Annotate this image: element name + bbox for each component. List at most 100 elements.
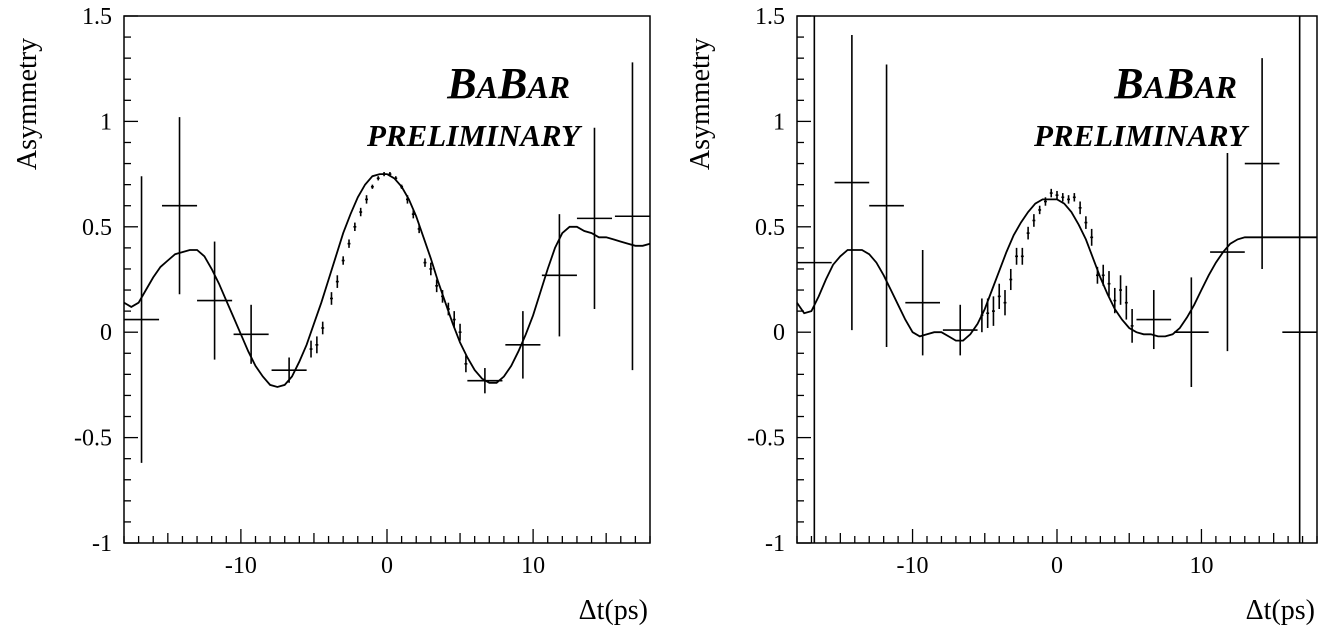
data-point	[365, 195, 369, 204]
x-axis-label: Δt(ps)	[579, 595, 648, 626]
data-point	[341, 256, 345, 265]
data-point	[124, 176, 160, 463]
y-tick-label: -1	[92, 531, 112, 557]
data-point	[1078, 201, 1082, 215]
data-point	[1015, 247, 1018, 265]
data-point	[1119, 275, 1122, 305]
data-point	[271, 357, 307, 383]
data-point	[1072, 193, 1076, 202]
data-point	[464, 355, 468, 373]
data-point	[1049, 188, 1053, 198]
data-point	[309, 340, 313, 358]
data-point	[423, 258, 427, 267]
babar-logo-text: BABAR	[1113, 59, 1237, 108]
brand-small: AR	[1192, 69, 1237, 105]
data-point	[446, 302, 450, 316]
plot-frame	[796, 15, 1318, 544]
data-point	[614, 62, 650, 371]
data-point	[997, 283, 1001, 310]
preliminary-label: PRELIMINARY	[366, 118, 583, 153]
brand-cap: B	[497, 59, 527, 108]
data-point	[370, 184, 374, 189]
data-point	[1124, 285, 1128, 320]
data-point	[435, 279, 439, 293]
data-point	[834, 34, 870, 331]
data-point	[1009, 268, 1013, 291]
brand-cap: B	[1164, 59, 1194, 108]
data-point	[400, 184, 404, 189]
data-point	[1038, 205, 1042, 215]
data-point	[441, 290, 444, 303]
data-point	[1096, 266, 1099, 284]
data-point	[1282, 16, 1317, 543]
data-point	[405, 195, 409, 204]
y-tick-labels: -1 -0.5 0 0.5 1 1.5	[74, 4, 112, 557]
data-point	[417, 224, 421, 234]
y-tick-label: 1	[773, 109, 785, 135]
data-point	[353, 222, 357, 232]
x-tick-label: 10	[521, 553, 545, 579]
x-axis-label: Δt(ps)	[1246, 595, 1315, 626]
data-point	[1061, 193, 1065, 202]
data-point	[905, 249, 940, 356]
data-point	[869, 64, 904, 347]
chart-panel-left: -1 -0.5 0 0.5 1 1.5 -10 0 10 Asymmetry Δt(ps) B…	[12, 4, 651, 626]
data-point	[505, 311, 541, 379]
data-point	[467, 368, 503, 394]
data-point	[1067, 195, 1070, 204]
data-point	[197, 241, 233, 360]
data-point	[1084, 216, 1088, 229]
data-point	[1210, 153, 1245, 352]
brand-small: AR	[525, 69, 570, 105]
data-point	[335, 275, 339, 288]
data-point	[992, 296, 995, 326]
data-point	[458, 323, 462, 341]
y-tick-label: -0.5	[74, 426, 112, 452]
y-axis-label: Asymmetry	[12, 38, 43, 170]
x-tick-label: 0	[381, 553, 393, 579]
x-tick-label: 10	[1189, 553, 1213, 579]
data-point	[541, 214, 577, 337]
data-point	[382, 171, 386, 177]
data-point	[1174, 277, 1209, 388]
fit-curve	[123, 173, 651, 388]
data-point	[576, 127, 613, 310]
brand-cap: B	[1113, 59, 1143, 108]
x-tick-label: 0	[1051, 553, 1063, 579]
data-point	[1044, 197, 1047, 206]
data-point	[315, 336, 319, 354]
data-point	[233, 304, 269, 364]
data-point	[1090, 228, 1094, 246]
data-point	[942, 304, 978, 356]
data-point	[330, 292, 333, 305]
babar-logo-text: BABAR	[446, 59, 570, 108]
x-tick-label: -10	[225, 553, 257, 579]
y-tick-label: 0	[773, 320, 785, 346]
data-point	[1107, 271, 1111, 297]
fit-curve	[796, 198, 1317, 342]
plot-frame	[123, 15, 651, 544]
data-point	[1101, 264, 1105, 286]
data-point	[1113, 287, 1117, 314]
data-point	[376, 176, 380, 181]
data-point	[452, 311, 456, 328]
axis-ticks	[796, 15, 1318, 544]
data-point	[429, 262, 433, 276]
y-axis-label: Asymmetry	[685, 38, 716, 170]
data-point	[1003, 290, 1007, 316]
y-tick-label: -0.5	[747, 426, 785, 452]
x-tick-labels: -10 0 10	[897, 553, 1214, 579]
plot-content	[796, 16, 1317, 543]
data-point	[1055, 190, 1059, 200]
data-point	[797, 16, 832, 543]
data-point	[986, 298, 990, 328]
data-point	[161, 117, 198, 295]
y-tick-labels: -1 -0.5 0 0.5 1 1.5	[747, 4, 785, 557]
data-point	[1020, 247, 1024, 265]
y-tick-label: -1	[765, 531, 785, 557]
brand-small: A	[1142, 69, 1165, 105]
data-point	[359, 207, 363, 217]
data-point	[1244, 58, 1280, 269]
y-tick-label: 1.5	[755, 4, 785, 30]
